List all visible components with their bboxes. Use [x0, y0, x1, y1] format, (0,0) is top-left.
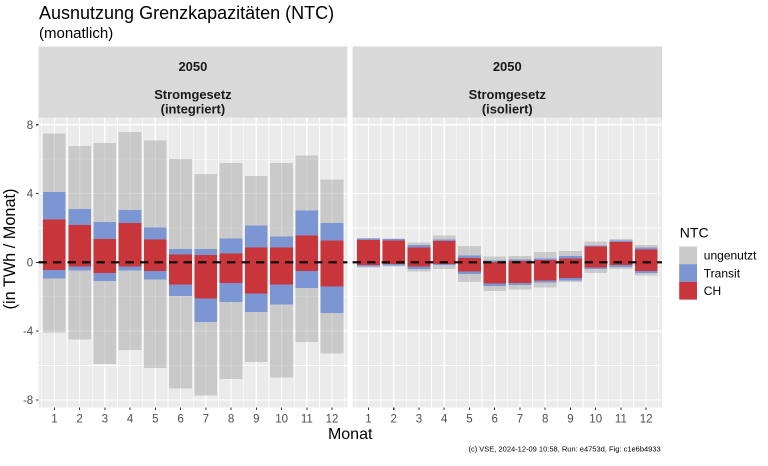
svg-text:-4: -4 — [23, 326, 34, 338]
svg-text:11: 11 — [301, 414, 313, 426]
svg-text:(in TWh / Monat): (in TWh / Monat) — [1, 189, 19, 310]
svg-text:(integriert): (integriert) — [161, 102, 225, 117]
svg-text:4: 4 — [127, 414, 134, 426]
svg-text:2: 2 — [390, 414, 396, 426]
svg-text:9: 9 — [567, 414, 573, 426]
svg-text:2050: 2050 — [493, 59, 522, 74]
svg-text:4: 4 — [27, 189, 34, 201]
svg-text:7: 7 — [517, 414, 523, 426]
svg-text:-8: -8 — [23, 395, 33, 407]
svg-text:Monat: Monat — [328, 426, 373, 443]
svg-text:NTC: NTC — [680, 225, 709, 241]
svg-text:3: 3 — [416, 414, 422, 426]
svg-text:12: 12 — [640, 414, 653, 426]
svg-text:10: 10 — [589, 414, 602, 426]
svg-text:9: 9 — [253, 414, 259, 426]
svg-text:10: 10 — [275, 414, 288, 426]
svg-text:(monatlich): (monatlich) — [39, 25, 113, 42]
svg-text:Stromgesetz: Stromgesetz — [154, 87, 231, 102]
svg-text:7: 7 — [203, 414, 209, 426]
svg-text:5: 5 — [152, 414, 158, 426]
svg-text:8: 8 — [228, 414, 234, 426]
svg-text:Stromgesetz: Stromgesetz — [469, 87, 546, 102]
svg-text:11: 11 — [615, 414, 627, 426]
svg-text:4: 4 — [441, 414, 448, 426]
svg-text:12: 12 — [326, 414, 339, 426]
svg-text:6: 6 — [491, 414, 497, 426]
svg-text:5: 5 — [466, 414, 472, 426]
svg-text:(isoliert): (isoliert) — [482, 102, 533, 117]
svg-text:ungenutzt: ungenutzt — [704, 249, 757, 263]
svg-text:(c) VSE, 2024-12-09 10:58, Run: (c) VSE, 2024-12-09 10:58, Run: e4753d, … — [468, 444, 660, 453]
svg-text:2: 2 — [76, 414, 82, 426]
svg-text:1: 1 — [365, 414, 371, 426]
svg-text:3: 3 — [102, 414, 108, 426]
svg-text:0: 0 — [27, 257, 33, 269]
svg-text:8: 8 — [542, 414, 548, 426]
svg-text:Transit: Transit — [704, 266, 741, 280]
svg-text:CH: CH — [704, 284, 721, 298]
svg-text:8: 8 — [27, 120, 33, 132]
svg-text:1: 1 — [51, 414, 57, 426]
svg-text:2050: 2050 — [178, 59, 207, 74]
svg-text:Ausnutzung Grenzkapazitäten (N: Ausnutzung Grenzkapazitäten (NTC) — [39, 3, 334, 23]
svg-text:6: 6 — [177, 414, 183, 426]
